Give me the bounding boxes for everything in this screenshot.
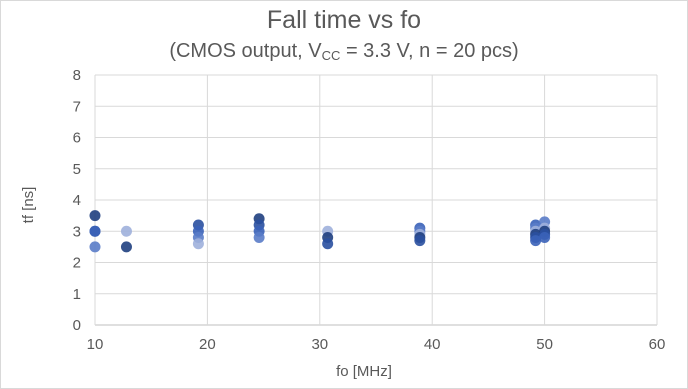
y-tick-label: 0 bbox=[73, 317, 81, 334]
y-tick-label: 3 bbox=[73, 223, 81, 240]
gridlines bbox=[94, 74, 658, 326]
data-point bbox=[120, 225, 132, 237]
data-point bbox=[414, 235, 426, 247]
data-point bbox=[89, 210, 101, 222]
data-point bbox=[120, 241, 132, 253]
subtitle-prefix: (CMOS output, V bbox=[169, 40, 322, 62]
y-tick-label: 4 bbox=[73, 192, 81, 209]
data-point bbox=[530, 235, 542, 247]
chart-title: Fall time vs fo bbox=[266, 6, 422, 34]
x-axis-label: fo [MHz] bbox=[336, 363, 392, 380]
data-point bbox=[89, 225, 101, 237]
data-point bbox=[253, 232, 265, 243]
y-tick-label: 5 bbox=[73, 161, 81, 178]
x-tick-label: 10 bbox=[87, 336, 104, 353]
y-tick-label: 2 bbox=[73, 255, 81, 272]
data-point bbox=[192, 238, 204, 250]
y-axis-label: tf [ns] bbox=[20, 187, 37, 224]
y-tick-label: 8 bbox=[73, 67, 81, 84]
x-tick-label: 30 bbox=[311, 336, 328, 353]
data-point bbox=[89, 241, 101, 253]
chart-subtitle: (CMOS output, VCC = 3.3 V, n = 20 pcs) bbox=[0, 40, 688, 63]
y-tick-label: 1 bbox=[73, 286, 81, 303]
subtitle-subscript: CC bbox=[321, 48, 341, 63]
data-points bbox=[89, 210, 551, 253]
x-tick-label: 50 bbox=[536, 336, 553, 353]
subtitle-suffix: = 3.3 V, n = 20 pcs) bbox=[340, 40, 519, 62]
data-point bbox=[322, 238, 334, 250]
x-tick-label: 40 bbox=[424, 336, 441, 353]
x-tick-label: 20 bbox=[199, 336, 216, 353]
x-tick-label: 60 bbox=[649, 336, 666, 353]
y-tick-label: 6 bbox=[73, 130, 81, 147]
tick-labels: 0 1 2 3 4 5 6 7 8 10 20 30 40 50 60 bbox=[73, 67, 666, 353]
data-point bbox=[539, 232, 551, 243]
y-tick-label: 7 bbox=[73, 98, 81, 115]
